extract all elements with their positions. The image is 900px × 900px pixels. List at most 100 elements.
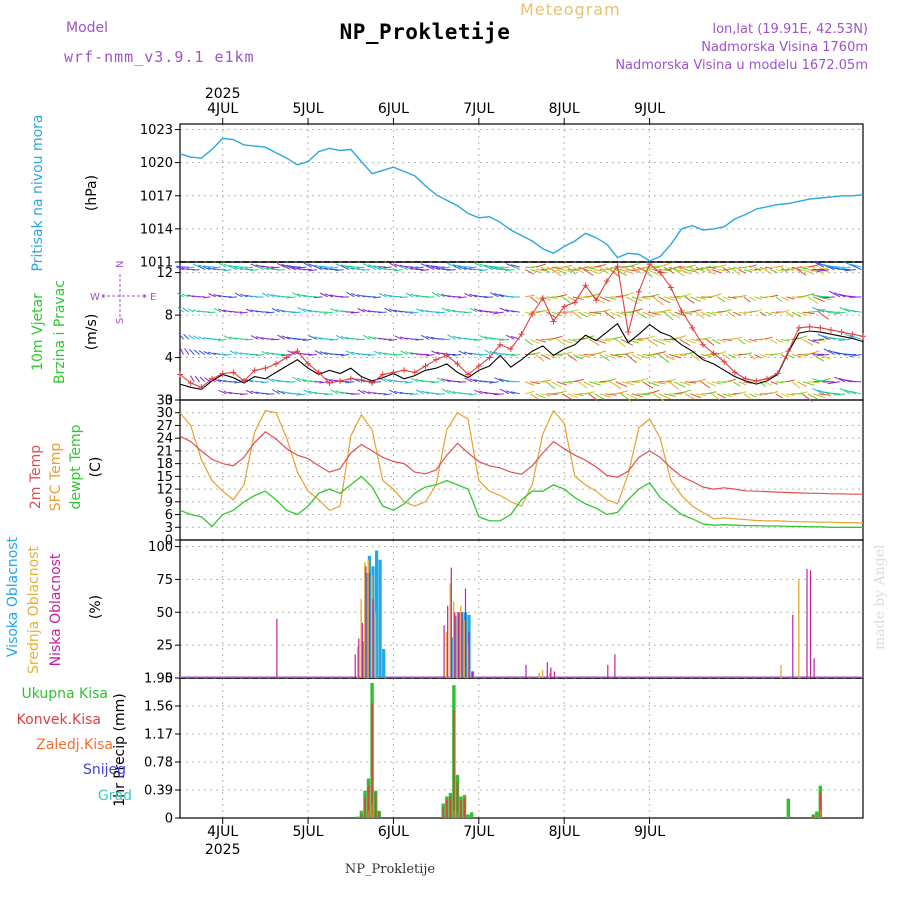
wind-arrow bbox=[636, 266, 648, 273]
wind-arrow bbox=[583, 266, 595, 270]
wind-arrow bbox=[823, 264, 835, 271]
wind-arrow bbox=[668, 381, 680, 390]
wind-arrow bbox=[743, 381, 752, 384]
wind-arrow bbox=[436, 377, 446, 383]
wind-arrow bbox=[775, 381, 784, 384]
y-tick-label: 1011 bbox=[140, 256, 173, 271]
cloud-bar bbox=[382, 649, 386, 678]
wind-arrow bbox=[535, 338, 547, 343]
wind-arrow bbox=[420, 334, 430, 340]
wind-arrow bbox=[838, 266, 851, 270]
model-label: Model bbox=[66, 20, 109, 36]
wind-arrow bbox=[822, 296, 835, 299]
wind-arrow bbox=[261, 292, 270, 298]
precip-legend-label: Snijeg bbox=[83, 762, 126, 778]
wind-arrow bbox=[223, 335, 232, 340]
low-cloud-axis-title: Niska Oblacnost bbox=[48, 553, 64, 666]
wind-gust-marker bbox=[294, 348, 301, 355]
wind-arrow bbox=[775, 265, 784, 268]
y-tick-label: 18 bbox=[156, 457, 173, 472]
wind-arrow bbox=[706, 266, 717, 269]
x-tick-label-top: 9JUL bbox=[634, 101, 665, 117]
wind-arrow bbox=[802, 311, 815, 315]
wind-arrow bbox=[658, 393, 671, 400]
precip-bar bbox=[819, 809, 821, 818]
wind-arrow bbox=[679, 381, 692, 386]
wind-arrow bbox=[849, 354, 862, 357]
wind-arrow bbox=[599, 296, 611, 302]
wind-arrow bbox=[759, 354, 768, 358]
wind-arrow bbox=[813, 296, 825, 303]
wind-arrow bbox=[410, 393, 419, 395]
wind-arrow bbox=[775, 393, 783, 399]
cloud-bar bbox=[368, 572, 370, 678]
wind-arrow bbox=[642, 335, 655, 340]
wind-arrow bbox=[770, 294, 779, 298]
wind-arrow bbox=[599, 354, 610, 362]
wind-arrow bbox=[499, 378, 510, 383]
wind-arrow bbox=[620, 393, 633, 403]
wind-arrow bbox=[685, 264, 697, 268]
wind-arrow bbox=[551, 311, 563, 317]
wind-arrow bbox=[716, 338, 727, 343]
wind-arrow bbox=[474, 308, 483, 313]
wind-arrow bbox=[383, 393, 392, 396]
wind-arrow bbox=[340, 264, 350, 268]
wind-arrow bbox=[615, 390, 628, 395]
wind-arrow bbox=[362, 390, 371, 395]
wind-arrow bbox=[239, 393, 248, 395]
wind-arrow bbox=[324, 293, 334, 298]
wind-arrow bbox=[781, 338, 790, 342]
wind-arrow bbox=[827, 392, 840, 395]
wind-arrow bbox=[663, 311, 674, 321]
wind-arrow bbox=[206, 389, 211, 394]
wind-arrow bbox=[780, 296, 789, 301]
wind-arrow bbox=[816, 269, 830, 272]
wind-arrow bbox=[388, 338, 398, 341]
wind-arrow bbox=[807, 338, 820, 344]
wind-arrow bbox=[636, 354, 649, 359]
cloud-bar bbox=[358, 638, 360, 678]
wind-arrow bbox=[308, 390, 318, 395]
cloud-bar bbox=[792, 614, 794, 678]
wind-arrow bbox=[493, 393, 504, 396]
wind-arrow bbox=[178, 389, 183, 394]
wind-arrow bbox=[727, 393, 737, 396]
wind-arrow bbox=[738, 381, 747, 386]
wind-arrow bbox=[378, 351, 387, 356]
wind-arrow bbox=[203, 266, 211, 271]
wind-arrow bbox=[546, 381, 556, 390]
wind-arrow bbox=[506, 334, 515, 340]
precip-bar bbox=[470, 812, 474, 818]
wind-arrow bbox=[389, 389, 398, 395]
wind-arrow bbox=[685, 269, 697, 273]
wind-arrow bbox=[685, 381, 697, 384]
wind-arrow bbox=[711, 393, 720, 401]
y-tick-label: 100 bbox=[148, 540, 173, 555]
cloud-bar bbox=[538, 672, 540, 678]
wind-gust-marker bbox=[657, 269, 664, 276]
wind-arrow bbox=[468, 393, 478, 396]
wind-arrow bbox=[535, 263, 547, 268]
wind-arrow bbox=[469, 293, 478, 298]
wind-arrow bbox=[727, 311, 736, 318]
wind-arrow bbox=[567, 266, 577, 275]
wind-arrow bbox=[410, 293, 419, 298]
wind-arrow bbox=[335, 269, 344, 271]
wind-arrow bbox=[546, 311, 557, 319]
wind-arrow bbox=[556, 338, 566, 346]
temp-unit-label: (C) bbox=[88, 457, 104, 478]
wind-arrow bbox=[266, 293, 275, 298]
precip-bar bbox=[812, 815, 814, 818]
wind-arrow bbox=[754, 338, 763, 341]
cloud-bar bbox=[360, 599, 362, 678]
wind-arrow bbox=[436, 351, 446, 356]
precip-bar bbox=[364, 796, 366, 818]
cloud-bar bbox=[809, 570, 812, 678]
wind-arrow bbox=[775, 296, 783, 302]
wind-arrow bbox=[198, 265, 206, 271]
wind-arrow bbox=[583, 381, 595, 388]
wind-arrow bbox=[210, 389, 216, 394]
wind-arrow bbox=[178, 333, 184, 340]
wind-arrow bbox=[636, 311, 647, 319]
